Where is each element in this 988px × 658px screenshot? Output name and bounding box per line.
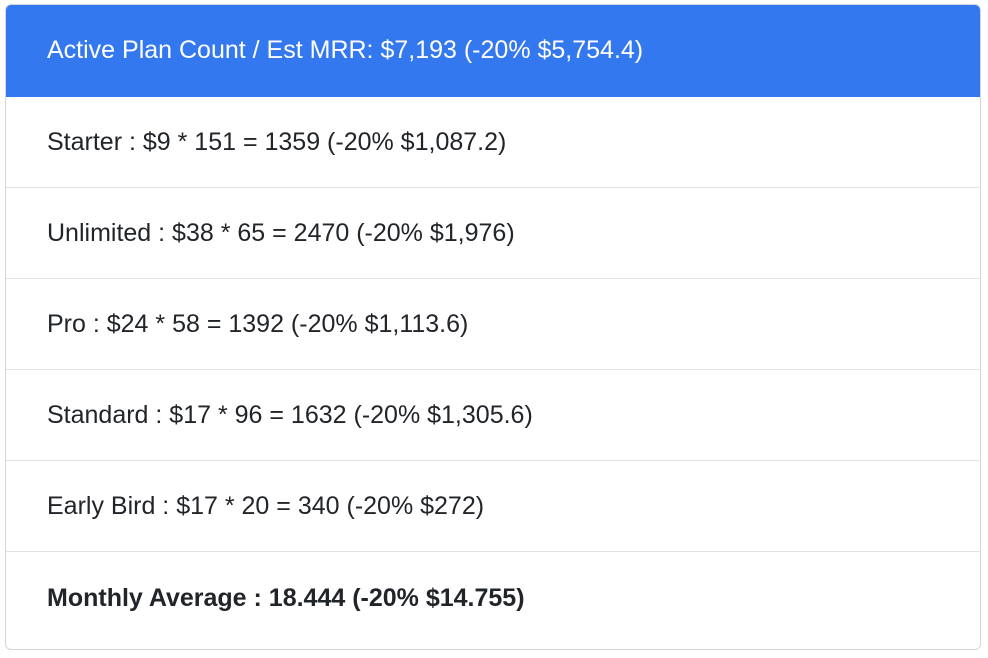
list-item-pro: Pro : $24 * 58 = 1392 (-20% $1,113.6) [6, 279, 980, 370]
list-item-unlimited: Unlimited : $38 * 65 = 2470 (-20% $1,976… [6, 188, 980, 279]
monthly-average-label: Monthly Average : 18.444 (-20% $14.755) [47, 583, 525, 612]
list-header-active-plans: Active Plan Count / Est MRR: $7,193 (-20… [6, 5, 980, 97]
list-header-label: Active Plan Count / Est MRR: $7,193 (-20… [47, 36, 644, 64]
list-item-label: Unlimited : $38 * 65 = 2470 (-20% $1,976… [47, 218, 515, 247]
list-item-label: Pro : $24 * 58 = 1392 (-20% $1,113.6) [47, 309, 469, 338]
list-item-label: Standard : $17 * 96 = 1632 (-20% $1,305.… [47, 400, 533, 429]
list-item-standard: Standard : $17 * 96 = 1632 (-20% $1,305.… [6, 370, 980, 461]
list-item-label: Starter : $9 * 151 = 1359 (-20% $1,087.2… [47, 127, 507, 156]
plan-list-card: Active Plan Count / Est MRR: $7,193 (-20… [5, 4, 981, 650]
list-item-monthly-average: Monthly Average : 18.444 (-20% $14.755) [6, 552, 980, 644]
list-item-label: Early Bird : $17 * 20 = 340 (-20% $272) [47, 491, 485, 520]
list-item-early-bird: Early Bird : $17 * 20 = 340 (-20% $272) [6, 461, 980, 552]
list-item-starter: Starter : $9 * 151 = 1359 (-20% $1,087.2… [6, 97, 980, 188]
